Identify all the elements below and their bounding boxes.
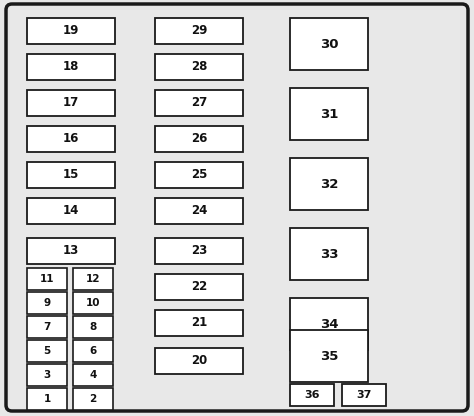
Bar [290, 330, 368, 382]
Text: 29: 29 [191, 25, 207, 37]
Bar [290, 384, 334, 406]
Bar [290, 298, 368, 350]
Text: 28: 28 [191, 60, 207, 74]
Text: 35: 35 [320, 349, 338, 362]
Text: 4: 4 [89, 370, 97, 380]
Bar [155, 274, 243, 300]
Bar [27, 126, 115, 152]
Bar [27, 238, 115, 264]
Text: 20: 20 [191, 354, 207, 367]
Bar [290, 228, 368, 280]
Bar [27, 162, 115, 188]
Bar [27, 268, 67, 290]
Bar [27, 316, 67, 338]
Text: 6: 6 [90, 346, 97, 356]
Text: 32: 32 [320, 178, 338, 191]
Bar [27, 90, 115, 116]
Text: 19: 19 [63, 25, 79, 37]
Bar [73, 316, 113, 338]
Bar [155, 18, 243, 44]
Text: 33: 33 [320, 248, 338, 260]
Bar [73, 268, 113, 290]
Text: 15: 15 [63, 168, 79, 181]
Bar [73, 364, 113, 386]
Bar [155, 198, 243, 224]
Text: 16: 16 [63, 133, 79, 146]
Text: 21: 21 [191, 317, 207, 329]
Bar [290, 18, 368, 70]
Text: 14: 14 [63, 205, 79, 218]
Bar [155, 54, 243, 80]
Bar [155, 162, 243, 188]
Text: 1: 1 [44, 394, 51, 404]
Text: 12: 12 [86, 274, 100, 284]
Bar [155, 238, 243, 264]
Bar [27, 364, 67, 386]
Text: 23: 23 [191, 245, 207, 258]
Text: 36: 36 [304, 390, 320, 400]
Bar [27, 388, 67, 410]
Bar [290, 158, 368, 210]
FancyBboxPatch shape [6, 4, 468, 411]
Text: 37: 37 [356, 390, 372, 400]
Bar [73, 340, 113, 362]
Text: 31: 31 [320, 107, 338, 121]
Bar [155, 310, 243, 336]
Bar [27, 198, 115, 224]
Text: 13: 13 [63, 245, 79, 258]
Text: 34: 34 [320, 317, 338, 330]
Text: 22: 22 [191, 280, 207, 294]
Text: 10: 10 [86, 298, 100, 308]
Bar [155, 126, 243, 152]
Text: 30: 30 [320, 37, 338, 50]
Text: 8: 8 [90, 322, 97, 332]
Text: 26: 26 [191, 133, 207, 146]
Text: 2: 2 [90, 394, 97, 404]
Bar [73, 388, 113, 410]
Text: 24: 24 [191, 205, 207, 218]
Text: 25: 25 [191, 168, 207, 181]
Bar [342, 384, 386, 406]
Bar [27, 54, 115, 80]
Bar [155, 348, 243, 374]
Text: 27: 27 [191, 97, 207, 109]
Text: 11: 11 [40, 274, 54, 284]
Bar [27, 340, 67, 362]
Bar [73, 292, 113, 314]
Text: 9: 9 [44, 298, 51, 308]
Text: 5: 5 [44, 346, 51, 356]
Bar [27, 292, 67, 314]
Text: 7: 7 [43, 322, 51, 332]
Bar [155, 90, 243, 116]
Text: 3: 3 [44, 370, 51, 380]
Bar [290, 88, 368, 140]
Bar [27, 18, 115, 44]
Text: 18: 18 [63, 60, 79, 74]
Text: 17: 17 [63, 97, 79, 109]
